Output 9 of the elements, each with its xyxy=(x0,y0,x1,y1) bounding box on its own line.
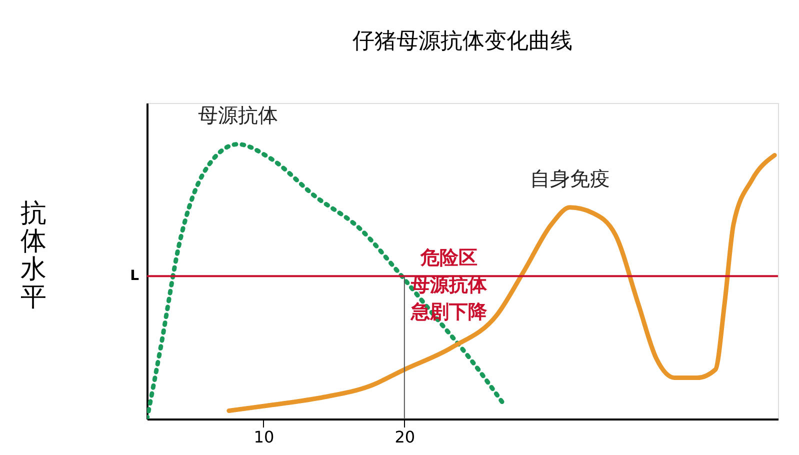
x-tick-label: 20 xyxy=(394,428,416,446)
chart-title: 仔猪母源抗体变化曲线 xyxy=(352,29,572,54)
annotation: 危险区 xyxy=(420,247,478,269)
ref-line-label: L xyxy=(130,268,140,284)
annotation: 急剧下降 xyxy=(410,301,488,323)
series-label: 母源抗体 xyxy=(198,103,278,128)
y-axis-title: 抗体水平 xyxy=(20,198,46,312)
series-label: 自身免疫 xyxy=(530,166,610,190)
x-tick-label: 10 xyxy=(254,428,274,446)
